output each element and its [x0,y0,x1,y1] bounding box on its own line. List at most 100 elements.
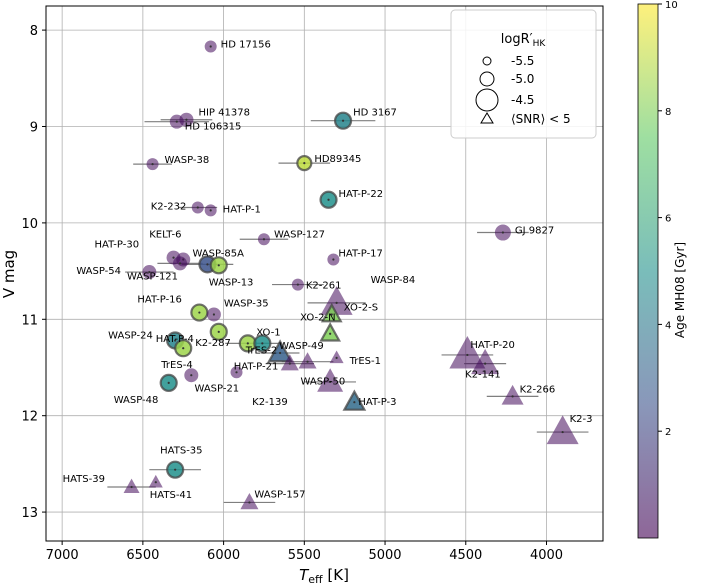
star-label: XO-2-N [300,313,335,324]
data-point-center [306,360,309,363]
star-label: XO-1 [256,327,280,338]
star-label: WASP-121 [127,271,178,282]
star-label: K2-3 [570,414,593,425]
data-point-center [330,313,333,316]
legend-entry-4: ⟨SNR⟩ < 5 [511,112,571,126]
data-point-center [332,258,335,261]
data-point-triangle [317,368,344,392]
data-point-center [198,311,201,314]
data-point-center [296,283,299,286]
star-label: HATS-41 [150,490,192,501]
star-labels: HD 17156 HIP 41378 HD 106315 HD 3167 WASP-38… [63,39,593,501]
data-point-center [167,381,170,385]
data-point-center [172,256,175,259]
data-point-triangle [342,389,367,411]
y-tick-label: 13 [21,506,38,521]
data-point-center [341,119,345,122]
colorbar-tick-label: 4 [665,320,671,331]
data-point-center [335,301,338,305]
data-point-center [248,501,251,504]
star-label: WASP-35 [224,298,269,309]
y-tick-label: 8 [30,24,38,39]
y-tick-label: 11 [21,313,38,328]
star-label: HIP 41378 [198,108,250,119]
x-tick-label: 4500 [449,548,482,563]
data-point-center [217,330,220,333]
data-point-triangle [280,354,299,371]
star-label: WASP-48 [114,395,159,406]
star-label: WASP-157 [254,489,305,500]
legend-marker-large [475,88,499,112]
star-label: WASP-84 [371,275,416,286]
data-point-center [279,351,282,355]
data-point-triangle [546,415,579,445]
star-label: K2-287 [195,338,231,349]
star-label: HAT-P-22 [339,189,384,200]
data-point-center [303,162,306,165]
colorbar-tick-label: 2 [665,427,671,438]
data-point-center [288,362,291,365]
star-label: WASP-54 [76,266,121,277]
star-label: XO-2-S [344,302,378,313]
y-axis-title: V mag [0,250,18,298]
star-label: K2-261 [306,281,342,292]
star-label: HAT-P-16 [137,295,182,306]
data-point-center [148,270,151,274]
star-label: HD 106315 [185,122,242,133]
data-point-center [130,485,133,489]
star-label: HAT-P-3 [358,397,396,408]
data-point-triangle [501,384,524,405]
colorbar: 2 4 6 8 10 Age MH08 [Gyr] [637,0,687,539]
data-point-center [175,120,178,123]
data-point-center [261,342,264,345]
star-label: HAT-P-30 [95,240,140,251]
star-label: WASP-49 [279,341,324,352]
data-point-center [182,347,185,350]
data-point-center [484,362,487,365]
star-label: HD 17156 [221,39,271,50]
colorbar-ticks: 2 4 6 8 10 [658,0,678,438]
data-point-triangle [240,492,259,510]
plot-frame [45,5,604,542]
y-tick-label: 12 [21,410,38,425]
data-point-triangle [267,339,293,363]
data-point-triangle [123,478,140,494]
data-point-center [335,356,338,359]
data-point-center [196,206,199,209]
data-point-triangle [320,286,353,315]
data-point-center [262,238,266,241]
data-point-center [561,430,564,434]
data-markers [123,40,579,510]
x-axis-ticks: 7000 6500 6000 5500 5000 4500 4000 [46,541,563,563]
star-label: K2-141 [465,370,501,381]
data-point-center [501,231,505,234]
star-label: HAT-P-17 [338,249,383,260]
y-tick-label: 9 [30,120,38,135]
star-label: WASP-50 [301,377,346,388]
star-label: HAT-P-1 [223,204,261,215]
star-label: WASP-85A [192,248,244,259]
x-tick-label: 5000 [368,548,401,563]
colorbar-tick-label: 8 [665,107,671,118]
colorbar-gradient [637,3,659,539]
data-point-center [329,332,332,335]
legend: logR′HK -5.5 -5.0 -4.5 ⟨SNR⟩ < 5 [450,9,597,139]
data-point-center [209,45,212,48]
star-label: K2-266 [520,384,556,395]
x-axis-title: Teff [K] [299,566,349,585]
legend-entry-3: -4.5 [511,93,534,107]
star-label: TrES-2 [245,345,277,356]
legend-title: logR′HK [501,32,547,49]
data-point-center [174,339,177,342]
star-label: HAT-P-20 [470,340,515,351]
star-label: WASP-24 [108,330,153,341]
data-point-center [190,374,193,377]
colorbar-tick-label: 6 [665,214,671,225]
legend-box [450,9,597,139]
star-label: HD 3167 [353,108,397,119]
y-axis-ticks: 8 9 10 11 12 13 [21,24,46,521]
data-point-center [217,264,220,267]
legend-entry-2: -5.0 [511,72,534,86]
data-point-center [466,353,469,357]
